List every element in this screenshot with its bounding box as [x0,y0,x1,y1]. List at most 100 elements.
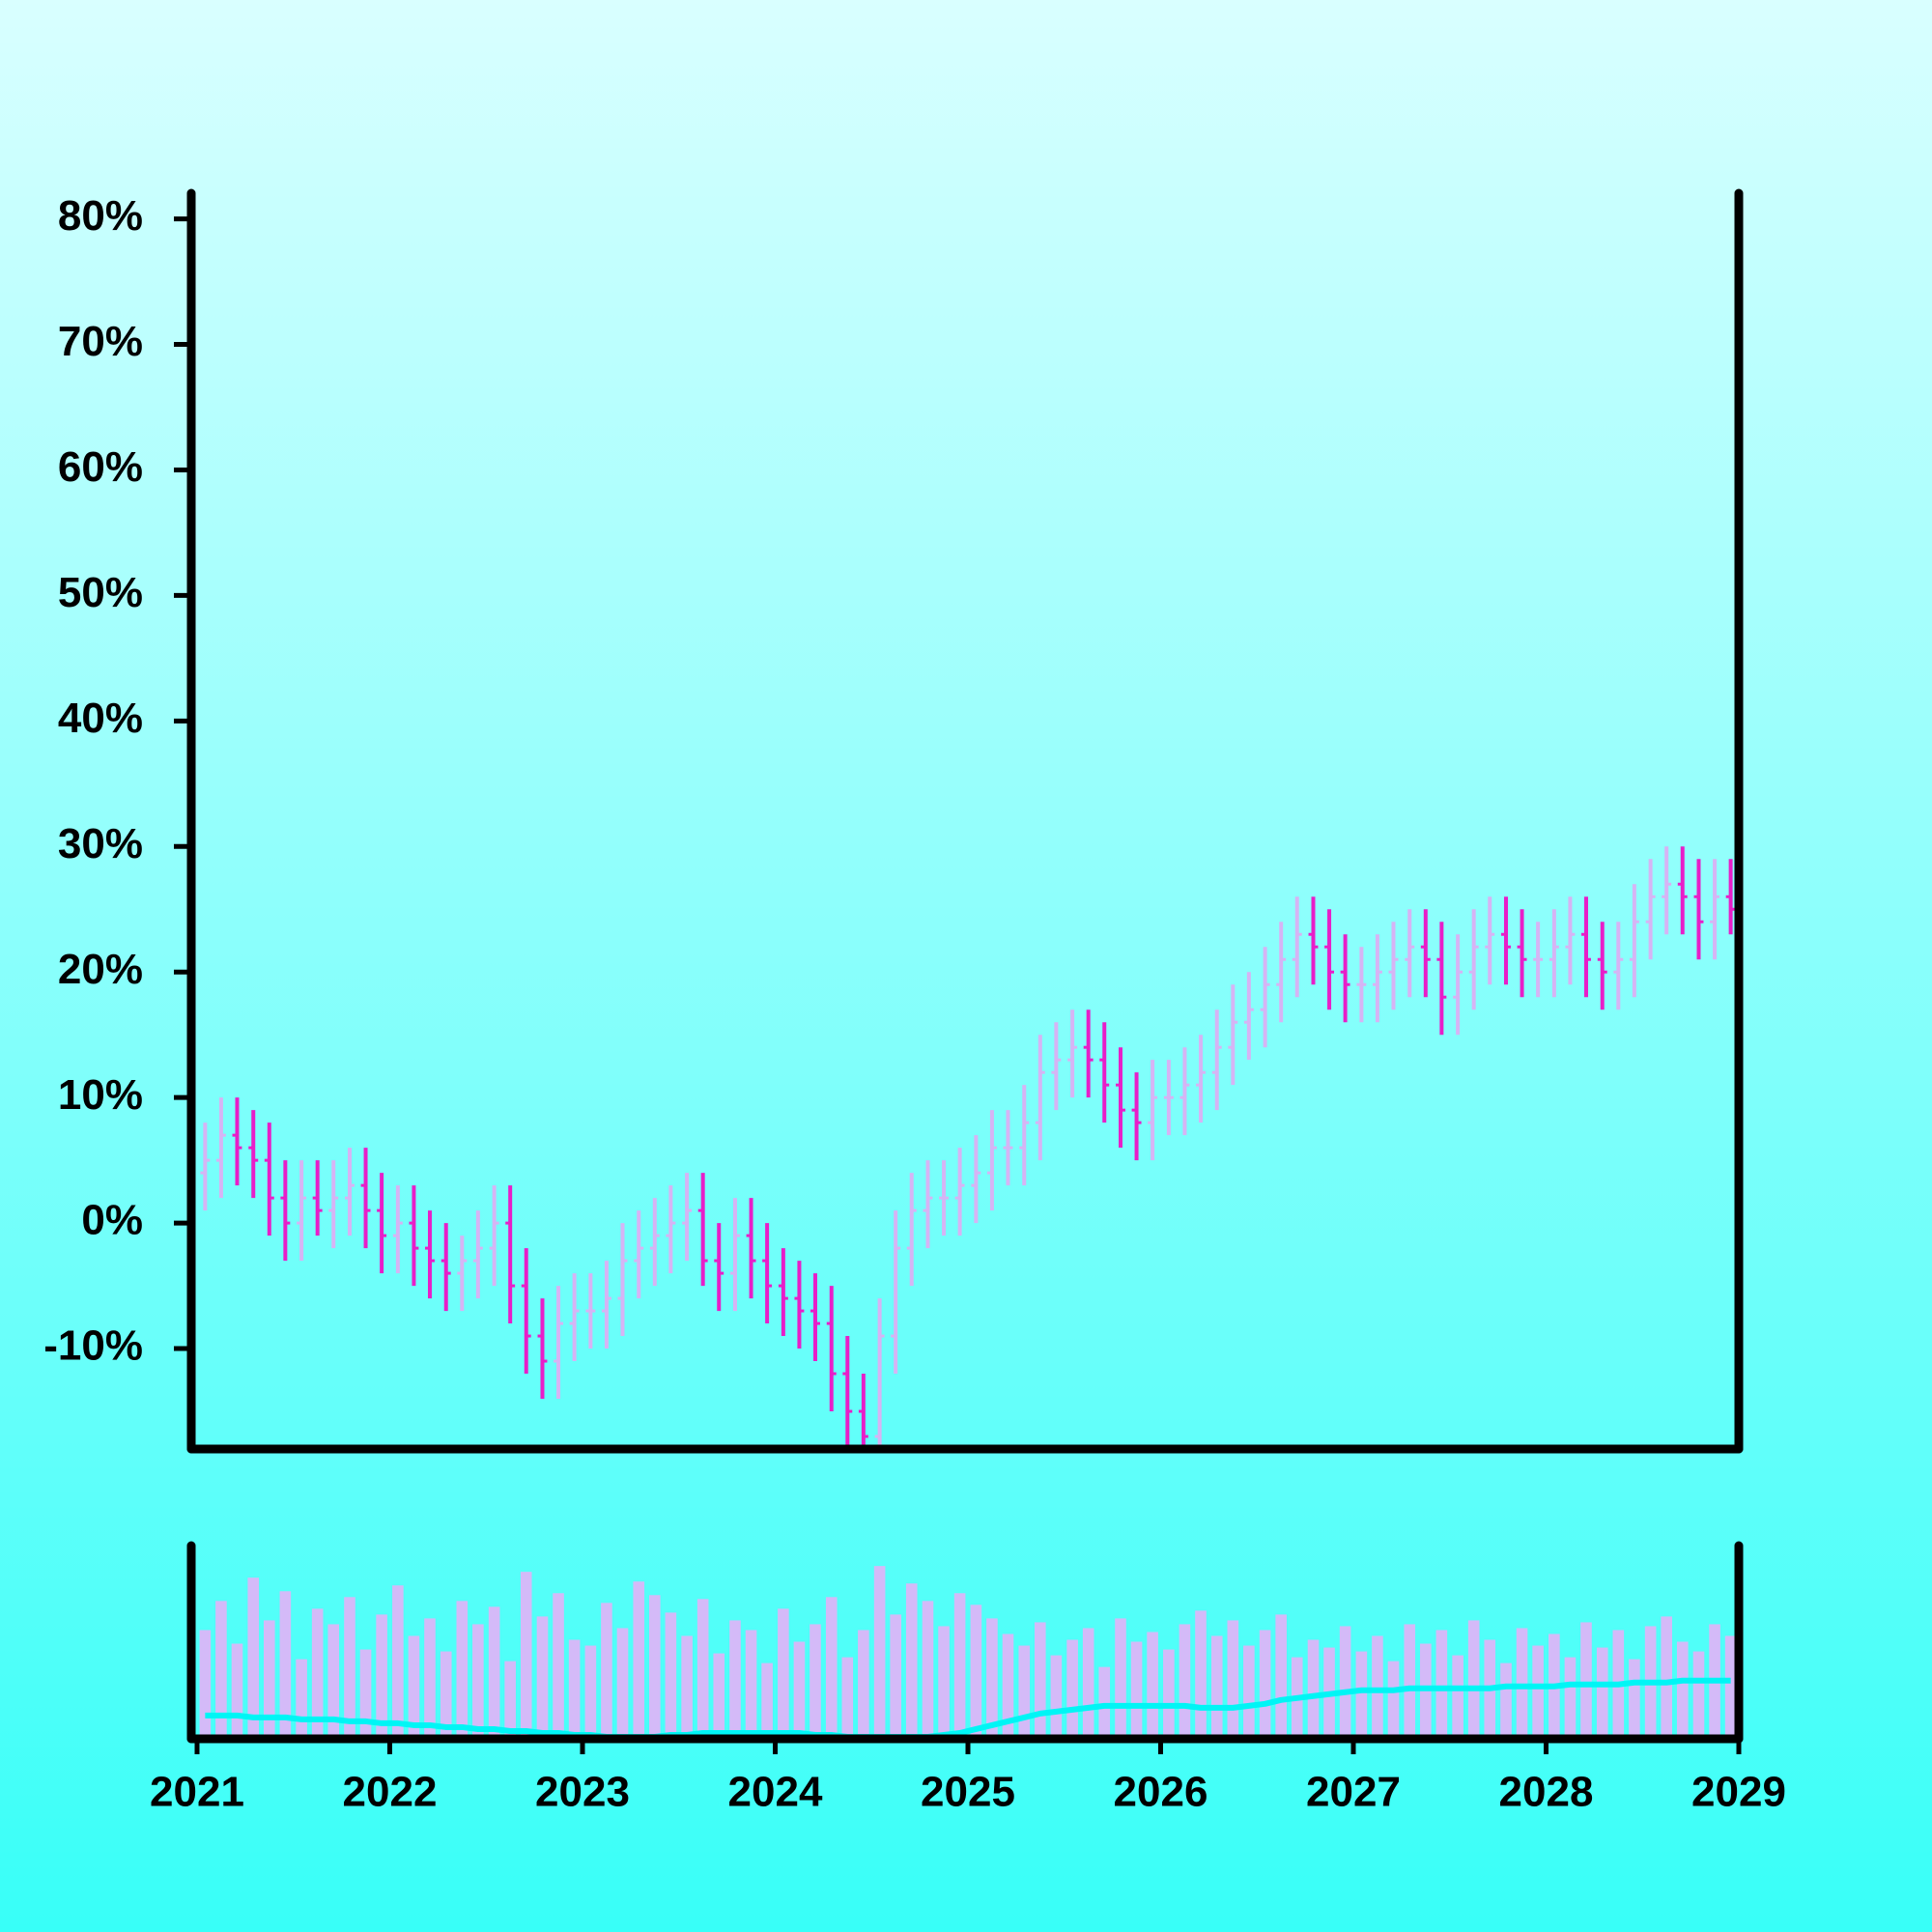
volume-bar [778,1608,789,1737]
volume-bar [922,1601,934,1737]
volume-bar [440,1651,452,1737]
volume-bar [633,1581,645,1737]
volume-bar [1387,1661,1400,1737]
volume-bar [729,1620,741,1737]
volume-bar [1195,1610,1207,1737]
y-tick-label: 20% [58,946,143,993]
volume-bar [1307,1639,1320,1737]
volume-bar [970,1605,982,1737]
volume-bar [1179,1624,1191,1737]
volume-bar [311,1608,324,1737]
volume-bar [1082,1628,1094,1737]
volume-bar [215,1601,227,1737]
volume-bar [1210,1635,1223,1737]
volume-bar [1452,1655,1463,1737]
volume-bar [601,1603,612,1737]
y-tick-label: 70% [58,318,143,365]
volume-bar [745,1630,757,1737]
x-tick-label: 2025 [921,1769,1015,1816]
volume-bar [649,1595,661,1737]
volume-bar [986,1618,998,1737]
y-tick-label: -10% [43,1322,143,1370]
volume-bar [1259,1630,1271,1737]
y-tick-label: 0% [81,1197,143,1244]
volume-bar [199,1630,212,1737]
y-tick-label: 10% [58,1071,143,1119]
volume-bar [1516,1628,1528,1737]
volume-bar [504,1661,516,1737]
volume-bar [1002,1634,1014,1737]
y-tick-label: 40% [58,695,143,742]
volume-bar [359,1649,372,1737]
volume-bar [1115,1618,1126,1737]
volume-bar [825,1597,838,1737]
volume-bar [1676,1641,1689,1737]
volume-bar [1564,1657,1577,1737]
volume-bar [1580,1622,1592,1737]
volume-bar [810,1624,821,1737]
x-tick-label: 2028 [1499,1769,1594,1816]
volume-bar [1066,1639,1078,1737]
volume-bar [536,1616,549,1737]
volume-bar [392,1585,404,1737]
volume-bar [858,1630,869,1737]
x-tick-label: 2022 [343,1769,438,1816]
volume-bar [408,1635,420,1737]
volume-bar [279,1591,292,1737]
volume-bar [472,1624,484,1737]
y-tick-label: 80% [58,192,143,240]
volume-bar [247,1577,260,1737]
volume-bar [1035,1622,1046,1737]
volume-bar [1243,1645,1255,1737]
x-tick-label: 2029 [1691,1769,1786,1816]
volume-bar [1163,1649,1175,1737]
volume-bar [1018,1645,1031,1737]
volume-bar [1147,1632,1158,1737]
volume-bar [1467,1620,1480,1737]
volume-bar [1130,1641,1143,1737]
volume-bar [1355,1651,1368,1737]
x-tick-label: 2027 [1306,1769,1401,1816]
x-tick-label: 2021 [150,1769,244,1816]
volume-bar [953,1593,966,1737]
volume-bar [873,1566,886,1737]
volume-bar [793,1641,806,1737]
y-tick-label: 60% [58,443,143,491]
volume-bar [1404,1624,1416,1737]
volume-bar [1275,1614,1287,1737]
volume-bar [424,1618,436,1737]
moving-average-line [205,1677,1731,1737]
volume-bar [713,1653,725,1737]
volume-bar [1500,1662,1512,1737]
volume-bar [1724,1635,1737,1737]
volume-plot [199,1566,1737,1737]
volume-bar [1661,1616,1672,1737]
volume-bar [1372,1635,1383,1737]
axes [186,188,1744,1744]
volume-bar [584,1645,597,1737]
volume-bar [681,1635,693,1737]
volume-bar [665,1612,677,1737]
x-tick-label: 2026 [1114,1769,1208,1816]
volume-bar [616,1628,629,1737]
volume-bar [231,1643,243,1737]
volume-bar [327,1624,340,1737]
volume-bar [296,1659,307,1737]
x-tick-label: 2023 [535,1769,630,1816]
volume-bar [1532,1645,1544,1737]
volume-bar [1227,1620,1239,1737]
volume-bar [761,1662,773,1737]
volume-bar [841,1657,854,1737]
price-plot [200,846,1736,1449]
volume-bar [488,1606,500,1737]
volume-bar [1692,1651,1705,1737]
volume-bar [905,1583,918,1737]
volume-bar [456,1601,469,1737]
volume-bar [264,1620,275,1737]
volume-bar [696,1599,709,1737]
volume-bar [1629,1659,1640,1737]
volume-bar [520,1572,532,1737]
volume-bar [1098,1666,1111,1737]
volume-bar [890,1614,901,1737]
volume-bar [568,1639,581,1737]
